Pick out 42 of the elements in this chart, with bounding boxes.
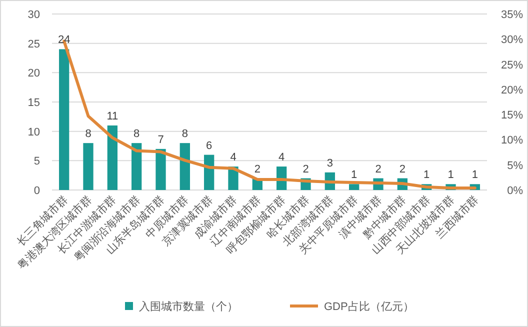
legend-label: 入围城市数量（个） [139, 300, 238, 313]
legend-label: GDP占比（亿元） [324, 300, 414, 313]
bar [107, 125, 118, 190]
data-label: 2 [399, 163, 406, 176]
y2-tick-label: 20% [500, 84, 524, 96]
bar [59, 49, 70, 190]
bar [132, 143, 142, 190]
y2-tick-label: 25% [500, 59, 524, 72]
y2-tick-label: 10% [500, 134, 524, 147]
y2-tick-label: 0% [507, 185, 524, 197]
data-label: 1 [472, 169, 478, 182]
data-label: 3 [326, 157, 333, 170]
data-label: 1 [448, 169, 454, 182]
data-label: 2 [375, 163, 382, 176]
y2-tick-label: 35% [500, 9, 524, 21]
bar [349, 184, 360, 190]
data-label: 6 [206, 140, 212, 152]
y-tick-label: 0 [34, 185, 40, 197]
data-label: 11 [106, 110, 118, 122]
bar [180, 143, 190, 190]
y-tick-label: 20 [28, 68, 40, 80]
y-tick-label: 15 [28, 97, 40, 109]
data-label: 2 [302, 163, 309, 176]
data-label: 7 [158, 134, 164, 146]
y2-tick-label: 5% [507, 160, 524, 172]
data-label: 8 [182, 128, 188, 140]
y-tick-label: 5 [34, 156, 40, 168]
y2-tick-label: 15% [500, 110, 524, 122]
data-label: 1 [424, 169, 430, 182]
data-label: 24 [58, 34, 70, 46]
bar [156, 148, 166, 190]
data-label: 2 [254, 163, 260, 176]
y-tick-label: 25 [28, 38, 40, 50]
data-label: 4 [230, 152, 236, 164]
data-label: 4 [278, 152, 285, 164]
data-label: 8 [85, 128, 92, 140]
data-label: 1 [351, 169, 358, 182]
y-tick-label: 10 [28, 126, 40, 138]
y2-tick-label: 30% [500, 34, 524, 46]
bar [83, 143, 94, 190]
y-tick-label: 30 [28, 9, 40, 21]
data-label: 8 [134, 128, 140, 140]
